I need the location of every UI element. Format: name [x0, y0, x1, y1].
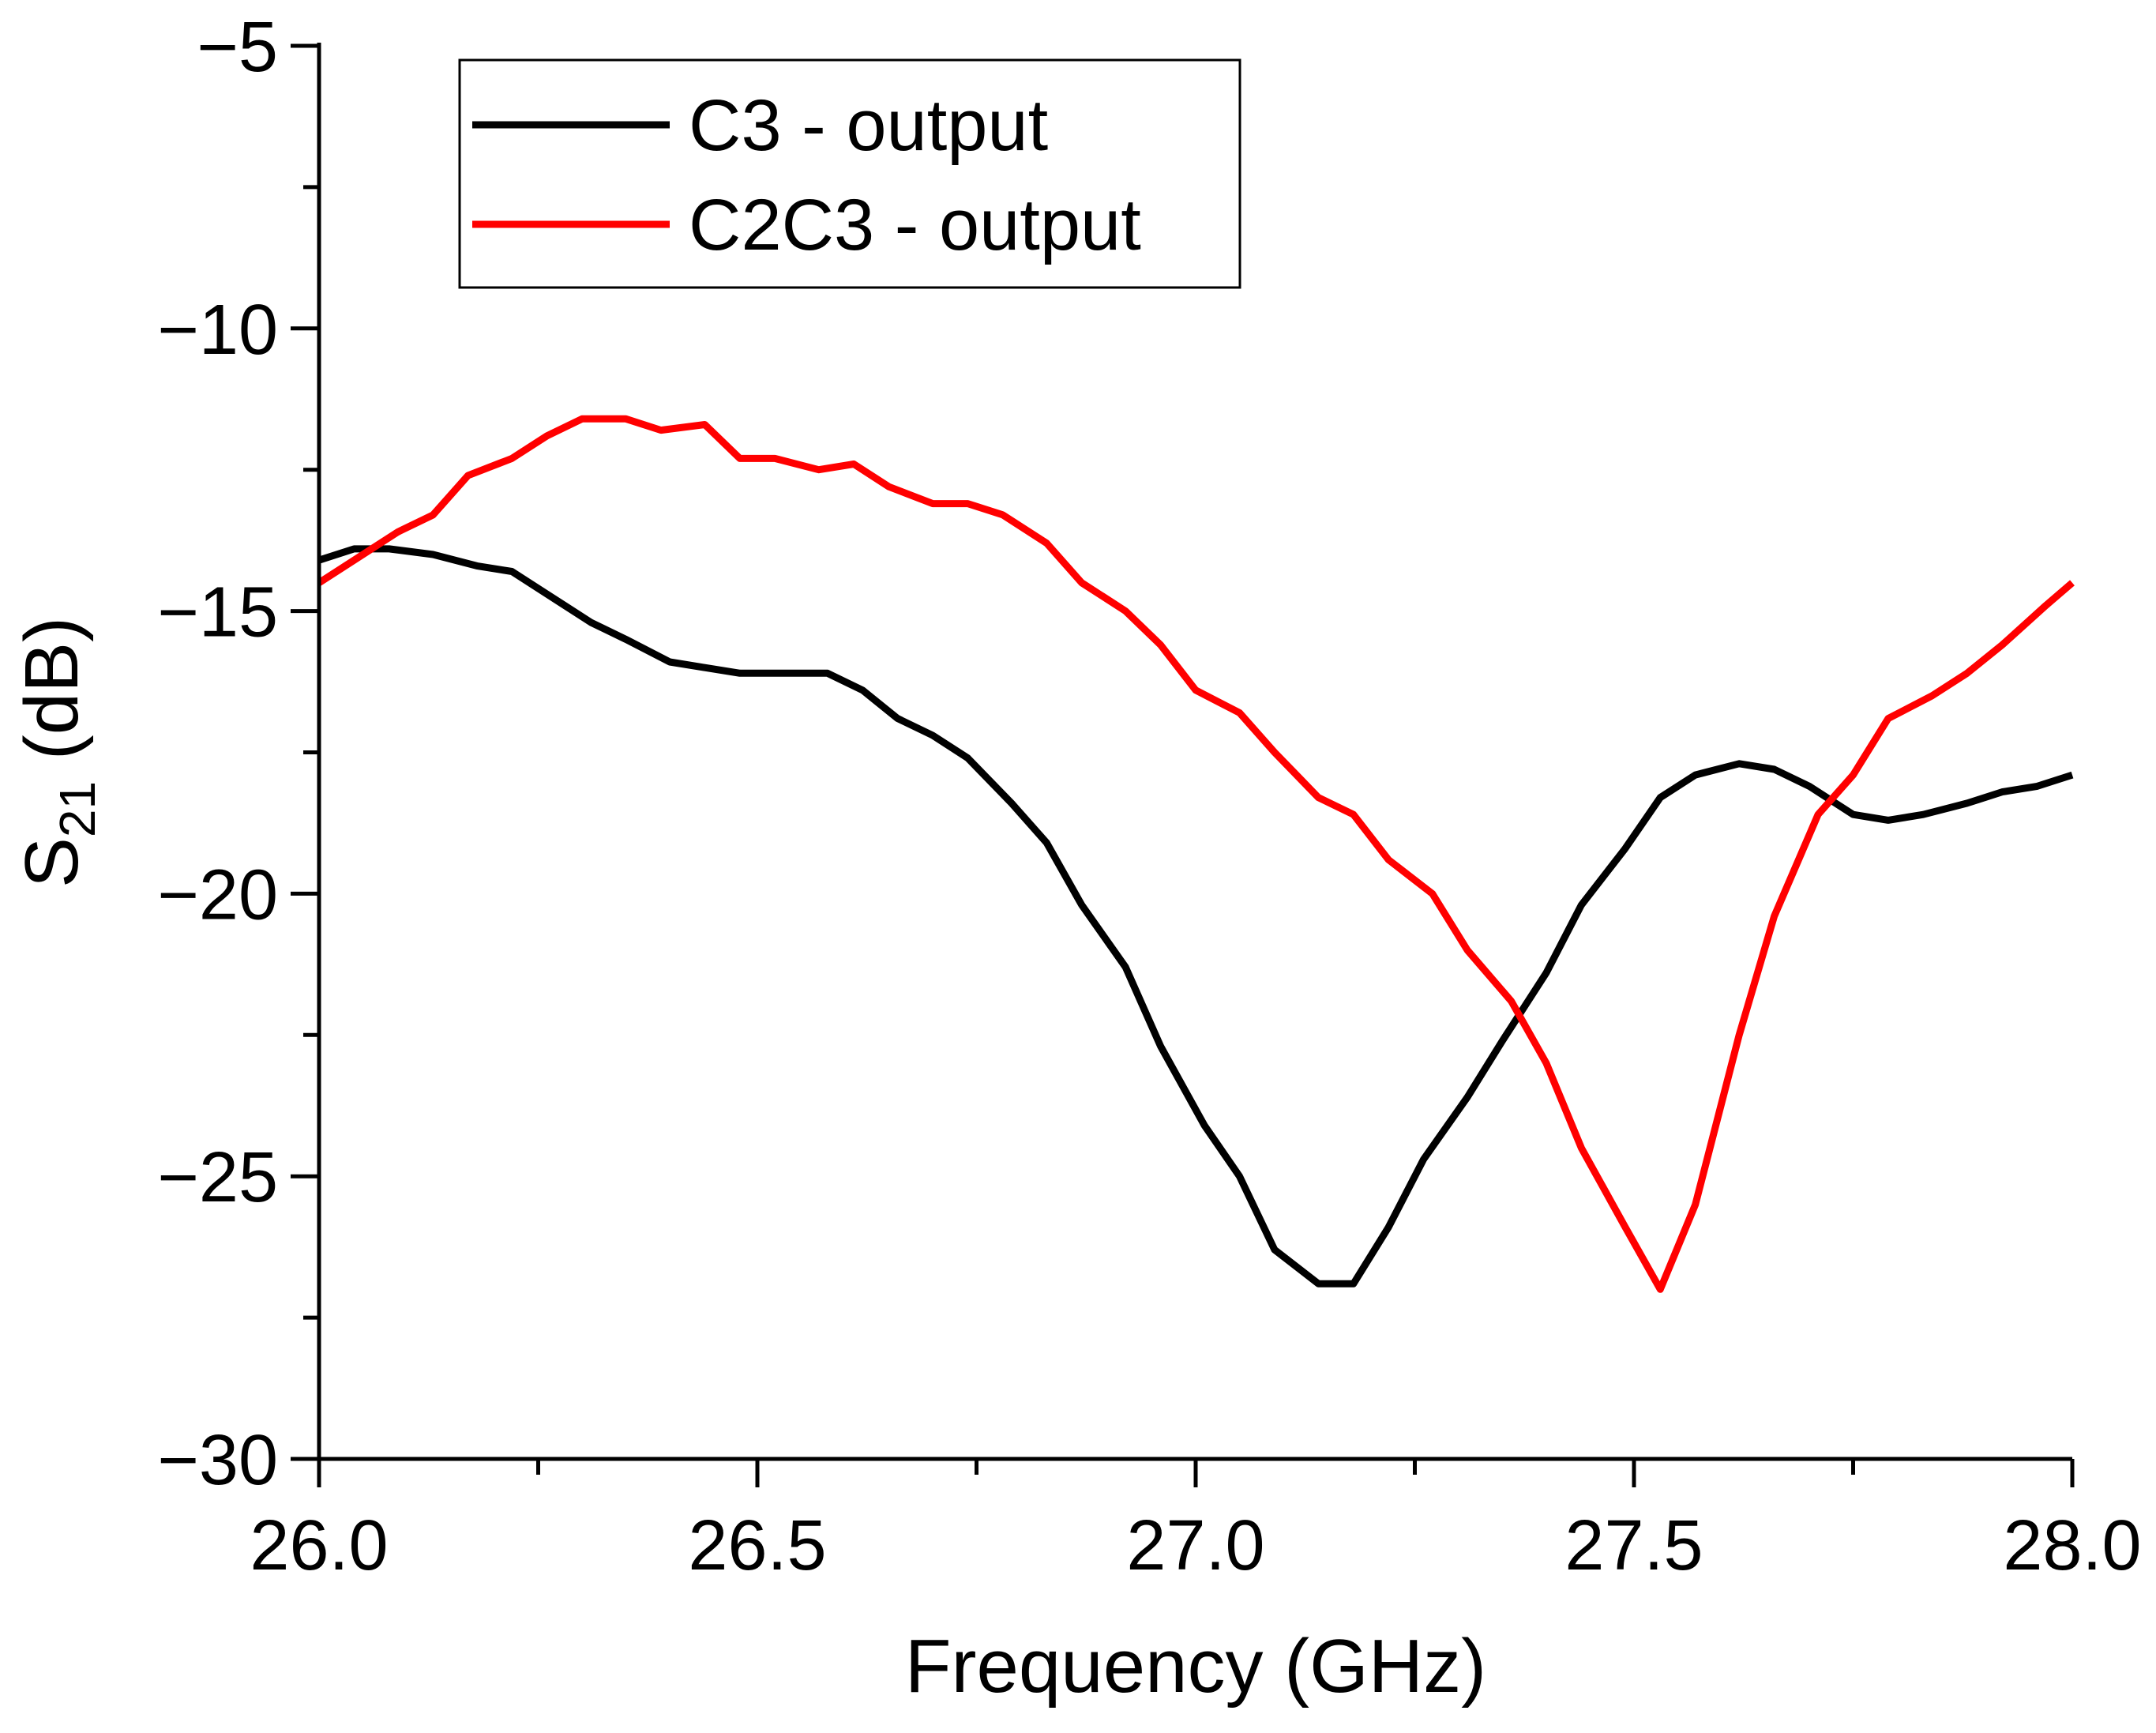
x-tick-label: 28.0	[2003, 1506, 2141, 1585]
y-tick-label: −25	[157, 1138, 278, 1217]
y-tick-label: −10	[157, 291, 278, 370]
y-axis-title-subscript: 21	[49, 781, 106, 837]
x-tick-label: 26.5	[688, 1506, 826, 1585]
y-tick-label: −5	[197, 8, 278, 87]
y-axis-title: S21 (dB)	[9, 617, 106, 888]
y-axis-title-base: S	[9, 837, 94, 888]
legend: C3 - output C2C3 - output	[458, 58, 1241, 289]
axes: 26.0 26.5 27.0 27.5 28.0 −5 −10 −15 −20 −25 −30 Fre…	[9, 8, 2142, 1709]
x-axis-title: Frequency (GHz)	[905, 1624, 1486, 1709]
legend-box	[458, 58, 1241, 289]
plot-series	[317, 415, 2075, 1293]
series-line-2	[317, 415, 2075, 1293]
legend-label-2: C2C3 - output	[689, 185, 1141, 265]
x-tick-label: 26.0	[250, 1506, 388, 1585]
legend-label-1: C3 - output	[689, 85, 1048, 166]
x-tick-label: 27.0	[1126, 1506, 1264, 1585]
y-tick-label: −30	[157, 1421, 278, 1500]
y-axis-title-suffix: (dB)	[9, 617, 94, 781]
y-tick-label: −15	[157, 573, 278, 652]
y-tick-label: −20	[157, 855, 278, 934]
series-line-1	[317, 545, 2074, 1288]
x-tick-label: 27.5	[1564, 1506, 1703, 1585]
